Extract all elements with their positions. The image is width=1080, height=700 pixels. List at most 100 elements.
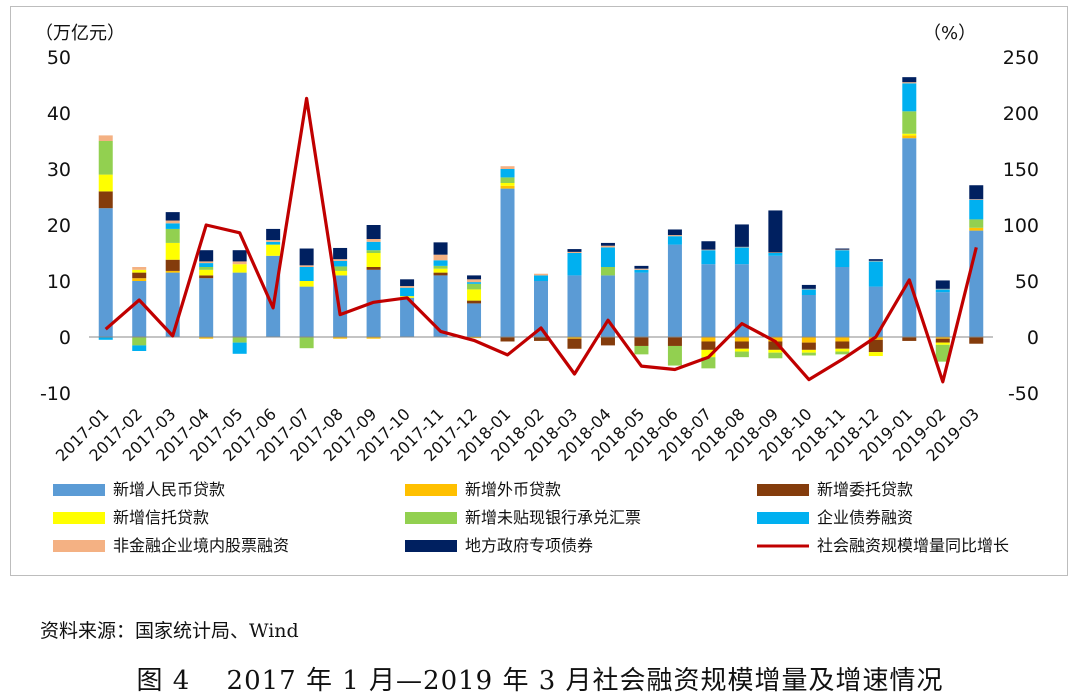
bar-segment-7-22	[835, 248, 850, 250]
bar-segment-6-19	[734, 246, 749, 248]
y-tick-label: 30	[47, 159, 71, 181]
bar-segment-1-12	[500, 185, 515, 189]
bar-segment-2-0	[98, 191, 113, 209]
bar-segment-7-6	[299, 248, 314, 266]
bar-segment-2-2	[165, 259, 180, 271]
bar-segment-1-22	[835, 337, 850, 342]
bar-segment-0-22	[835, 267, 850, 337]
bar-segment-0-18	[701, 264, 716, 337]
y-tick-label: 50	[47, 47, 71, 69]
bar-segment-4-12	[500, 177, 515, 183]
bar-segment-3-6	[299, 281, 314, 287]
bar-segment-2-16	[634, 337, 649, 346]
bar-segment-7-26	[969, 185, 984, 200]
bar-segment-4-21	[801, 352, 816, 356]
bar-segment-7-21	[801, 284, 816, 289]
bar-segment-5-3	[199, 263, 214, 267]
bar-segment-6-16	[634, 268, 649, 270]
y-tick-label: 40	[47, 103, 71, 125]
bar-segment-6-1	[132, 267, 147, 270]
bar-segment-6-22	[835, 249, 850, 251]
bar-segment-3-2	[165, 242, 180, 260]
bar-segment-3-11	[467, 289, 482, 301]
bar-segment-4-16	[634, 345, 649, 355]
left-unit-label: （万亿元）	[35, 23, 125, 44]
bar-segment-6-23	[868, 260, 883, 262]
legend-swatch-0	[53, 484, 105, 496]
bar-segment-1-25	[935, 337, 950, 339]
bar-segment-5-15	[600, 247, 615, 267]
bar-segment-0-4	[232, 272, 247, 337]
bar-segment-5-21	[801, 289, 816, 295]
bar-segment-2-17	[667, 337, 682, 346]
bar-segment-1-24	[902, 135, 917, 139]
bar-segment-3-5	[266, 244, 281, 256]
bar-segment-1-20	[768, 337, 783, 342]
legend-label-2: 新增委托贷款	[817, 480, 913, 499]
bar-segment-3-24	[902, 133, 917, 136]
bar-segment-4-1	[132, 337, 147, 346]
bar-segment-7-7	[333, 247, 348, 260]
bar-segment-6-2	[165, 220, 180, 224]
bar-segment-6-3	[199, 261, 214, 264]
bar-segment-6-0	[98, 135, 113, 141]
bar-segment-4-18	[701, 357, 716, 369]
bar-segment-6-4	[232, 261, 247, 265]
axes-layer: -10 0 10 20 30 40 50 -50 0 50 100 150 200 250 （万亿元） （%）…	[35, 23, 1039, 465]
bar-segment-5-4	[232, 342, 247, 354]
bar-segment-2-3	[199, 275, 214, 279]
bar-segment-0-19	[734, 264, 749, 337]
bar-segment-2-13	[534, 337, 548, 341]
bar-segment-5-22	[835, 250, 850, 267]
bar-segment-5-16	[634, 269, 649, 273]
bar-segment-7-16	[634, 265, 649, 269]
bar-segment-2-21	[801, 342, 816, 350]
bar-segment-6-17	[667, 235, 682, 237]
bar-segment-3-12	[500, 183, 515, 186]
bar-segment-3-1	[132, 269, 147, 273]
bar-segment-0-10	[433, 275, 448, 337]
bar-segment-7-3	[199, 250, 214, 262]
bar-segment-5-1	[132, 345, 147, 351]
bar-segment-5-12	[500, 169, 515, 178]
bar-segment-2-26	[969, 337, 984, 344]
bar-segment-0-9	[400, 297, 415, 337]
bar-segment-7-17	[667, 229, 682, 236]
bar-segment-1-21	[801, 337, 816, 343]
bar-segment-3-25	[935, 342, 950, 345]
y-tick-label: 0	[59, 327, 71, 349]
bar-segment-7-20	[768, 210, 783, 253]
bar-segment-4-19	[734, 351, 749, 358]
bar-segment-2-25	[935, 338, 950, 343]
y2-tick-label: 100	[1003, 215, 1039, 237]
bar-segment-6-20	[768, 252, 783, 253]
bar-segment-7-23	[868, 259, 883, 261]
bar-segment-5-11	[467, 282, 482, 284]
bar-segment-4-0	[98, 141, 113, 175]
bar-segment-3-8	[366, 253, 381, 267]
bar-segment-2-20	[768, 341, 783, 350]
bar-segment-4-24	[902, 111, 917, 134]
bar-segment-7-15	[600, 242, 615, 246]
bar-segment-1-19	[734, 337, 749, 342]
bar-segment-7-18	[701, 241, 716, 250]
bar-segment-0-24	[902, 138, 917, 337]
bar-segment-6-12	[500, 166, 515, 169]
bar-segment-7-25	[935, 280, 950, 289]
bar-segment-1-7	[333, 337, 348, 339]
bar-segment-0-15	[600, 275, 615, 337]
bar-segment-0-25	[935, 292, 950, 337]
legend-label-6: 非金融企业境内股票融资	[113, 536, 289, 555]
right-unit-label: （%）	[923, 23, 976, 44]
y2-tick-label: 250	[1003, 47, 1039, 69]
bars-layer	[98, 77, 984, 369]
bar-segment-5-10	[433, 260, 448, 266]
bar-segment-1-18	[701, 337, 716, 342]
bar-segment-3-22	[835, 348, 850, 352]
legend-label-3: 新增信托贷款	[113, 508, 209, 527]
bar-segment-6-24	[902, 82, 917, 84]
bar-segment-4-3	[199, 267, 214, 270]
bar-segment-3-21	[801, 349, 816, 353]
bar-segment-7-19	[734, 224, 749, 247]
